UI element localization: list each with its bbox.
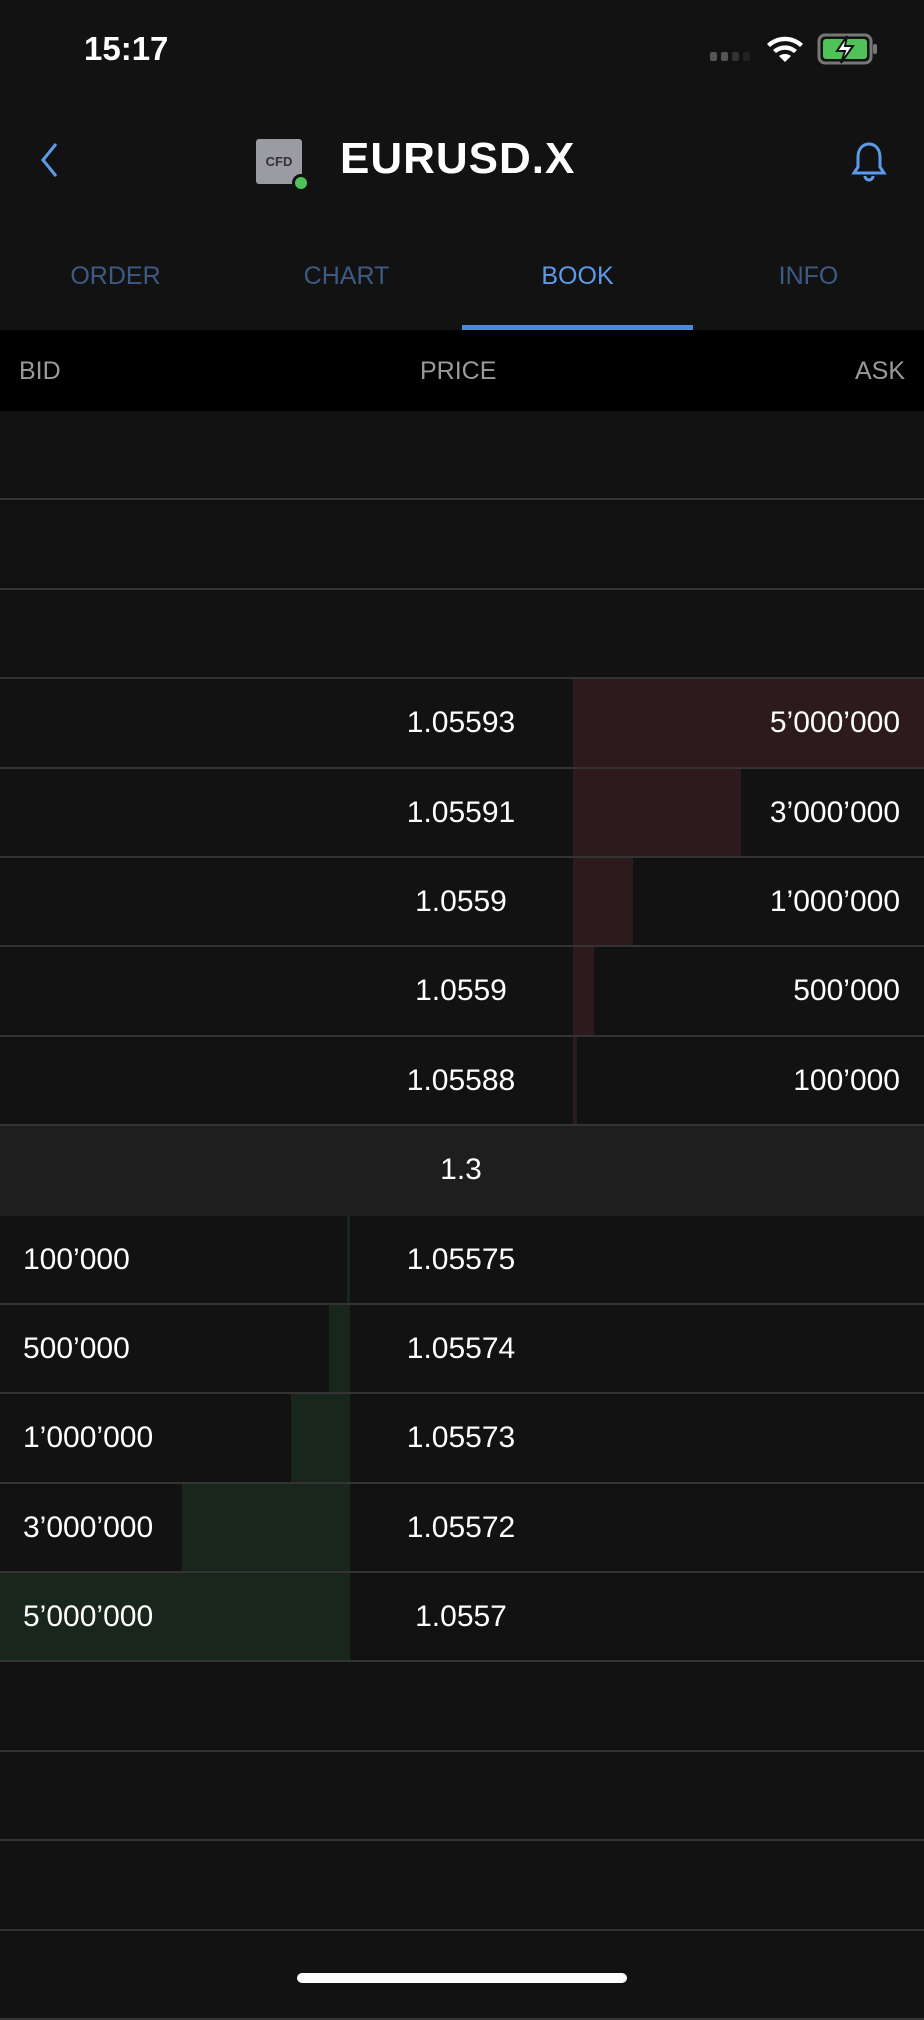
bell-icon[interactable]: [850, 140, 888, 184]
order-book: 1.05593 5’000’000 1.05591 3’000’000 1.0559 1’…: [0, 411, 924, 2020]
bid-price: 1.0557: [415, 1600, 507, 1634]
empty-row: [0, 1841, 924, 1931]
bid-quantity: 5’000’000: [23, 1600, 154, 1634]
tab-order[interactable]: ORDER: [70, 262, 161, 290]
ask-price: 1.05591: [406, 795, 516, 829]
ask-quantity: 100’000: [793, 1063, 900, 1097]
tab-bar: ORDER CHART BOOK INFO: [0, 240, 924, 330]
ask-price: 1.05593: [406, 706, 516, 740]
nav-bar: CFD EURUSD.X: [0, 120, 924, 200]
bid-row: 100’000 1.05575: [0, 1215, 924, 1305]
spread-value: 1.3: [440, 1153, 482, 1187]
ask-price: 1.0559: [415, 884, 507, 918]
bid-depth-bar: [182, 1483, 350, 1572]
home-indicator[interactable]: [297, 1973, 627, 1983]
ask-price: 1.0559: [415, 974, 507, 1008]
spread-row: 1.3: [0, 1126, 924, 1216]
wifi-icon: [767, 36, 803, 62]
bid-quantity: 100’000: [23, 1242, 130, 1276]
bid-quantity: 3’000’000: [23, 1510, 154, 1544]
book-header: BID PRICE ASK: [0, 330, 924, 411]
ask-depth-bar: [573, 768, 742, 856]
ask-depth-bar: [573, 947, 595, 1035]
ask-quantity: 1’000’000: [769, 884, 900, 918]
back-chevron-icon[interactable]: [38, 140, 62, 180]
ask-quantity: 3’000’000: [769, 795, 900, 829]
empty-row: [0, 500, 924, 590]
status-time: 15:17: [84, 30, 169, 67]
status-bar: 15:17: [0, 0, 924, 100]
ask-quantity: 5’000’000: [769, 706, 900, 740]
bid-quantity: 500’000: [23, 1331, 130, 1365]
ask-price: 1.05588: [406, 1063, 516, 1097]
bid-depth-bar: [329, 1304, 350, 1393]
ask-row: 1.05591 3’000’000: [0, 768, 924, 858]
ask-row: 1.0559 500’000: [0, 947, 924, 1037]
bid-row: 5’000’000 1.0557: [0, 1573, 924, 1663]
battery-charging-icon: [817, 33, 877, 65]
ask-row: 1.05588 100’000: [0, 1036, 924, 1127]
empty-row: [0, 1662, 924, 1752]
bid-quantity: 1’000’000: [23, 1421, 154, 1455]
cellular-signal-icon: [710, 52, 750, 61]
ask-row: 1.0559 1’000’000: [0, 857, 924, 948]
instrument-title: EURUSD.X: [340, 134, 576, 183]
ask-row: 1.05593 5’000’000: [0, 679, 924, 769]
empty-row: [0, 1752, 924, 1842]
ask-depth-bar: [573, 679, 924, 767]
bid-price: 1.05574: [406, 1331, 516, 1365]
bid-depth-bar: [0, 1573, 350, 1661]
bid-price: 1.05572: [406, 1510, 516, 1544]
ask-depth-bar: [573, 857, 633, 946]
bid-price: 1.05575: [406, 1242, 516, 1276]
tab-chart[interactable]: CHART: [303, 262, 390, 290]
bid-column-header: BID: [19, 357, 61, 385]
price-column-header: PRICE: [420, 357, 497, 385]
ask-column-header: ASK: [854, 357, 905, 385]
ask-quantity: 500’000: [793, 974, 900, 1008]
empty-row: [0, 590, 924, 680]
bid-price: 1.05573: [406, 1421, 516, 1455]
bid-depth-bar: [290, 1394, 350, 1482]
bid-row: 500’000 1.05574: [0, 1304, 924, 1395]
tab-book[interactable]: BOOK: [462, 240, 693, 330]
bid-row: 1’000’000 1.05573: [0, 1394, 924, 1484]
empty-row: [0, 411, 924, 501]
ask-depth-bar: [573, 1036, 577, 1125]
bid-row: 3’000’000 1.05572: [0, 1483, 924, 1574]
tab-info[interactable]: INFO: [778, 262, 839, 290]
online-status-dot: [292, 174, 310, 192]
bid-depth-bar: [346, 1215, 350, 1303]
